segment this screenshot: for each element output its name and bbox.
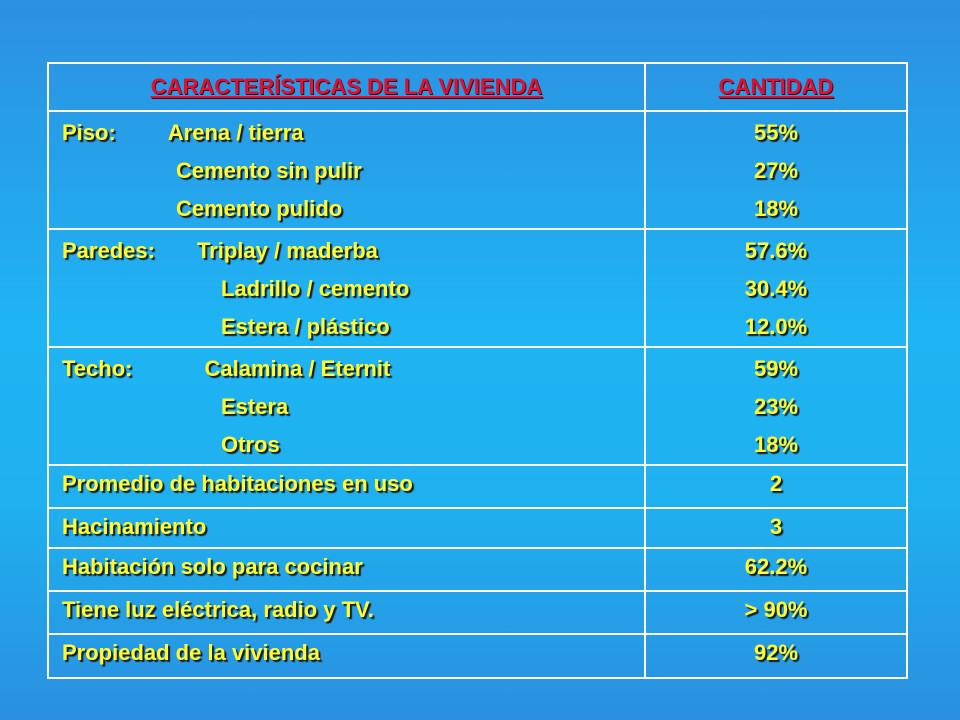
item-techo-1: Calamina / Eternit xyxy=(204,356,391,381)
value-techo-1: 59% xyxy=(753,356,799,381)
cell-piso-label: Piso: Arena / tierra Cemento sin pulir Ce… xyxy=(47,110,646,230)
cell-paredes-values: 57.6% 30.4% 12.0% xyxy=(644,228,908,348)
cell-servicios-value: > 90% xyxy=(644,590,908,635)
item-piso-3: Cemento pulido xyxy=(176,196,343,221)
item-paredes-3: Estera / plástico xyxy=(221,314,390,339)
category-techo: Techo: xyxy=(62,356,133,381)
item-techo-2: Estera xyxy=(221,394,289,419)
item-techo-3: Otros xyxy=(221,432,280,457)
item-paredes-2: Ladrillo / cemento xyxy=(221,276,410,301)
value-paredes-3: 12.0% xyxy=(744,314,808,339)
category-paredes: Paredes: xyxy=(62,238,155,263)
header-quantity: CANTIDAD xyxy=(644,62,908,112)
value-paredes-1: 57.6% xyxy=(744,238,808,263)
cell-cocina-label: Habitación solo para cocinar xyxy=(47,547,646,592)
cell-propiedad-label: Propiedad de la vivienda xyxy=(47,633,646,679)
value-paredes-2: 30.4% xyxy=(744,276,808,301)
item-piso-2: Cemento sin pulir xyxy=(176,158,362,183)
table-row-servicios: Tiene luz eléctrica, radio y TV. > 90% xyxy=(47,590,908,635)
header-characteristics: CARACTERÍSTICAS DE LA VIVIENDA xyxy=(47,62,646,112)
category-piso: Piso: xyxy=(62,120,116,145)
value-techo-2: 23% xyxy=(753,394,799,419)
table-row-habitaciones: Promedio de habitaciones en uso 2 xyxy=(47,464,908,509)
cell-cocina-value: 62.2% xyxy=(644,547,908,592)
cell-hacinamiento-label: Hacinamiento xyxy=(47,507,646,549)
table-row-techo: Techo: Calamina / Eternit Estera Otros 59… xyxy=(47,346,908,466)
table-row-cocina: Habitación solo para cocinar 62.2% xyxy=(47,547,908,592)
cell-piso-values: 55% 27% 18% xyxy=(644,110,908,230)
value-piso-2: 27% xyxy=(753,158,799,183)
cell-paredes-label: Paredes: Triplay / maderba Ladrillo / cem… xyxy=(47,228,646,348)
item-piso-1: Arena / tierra xyxy=(167,120,304,145)
item-paredes-1: Triplay / maderba xyxy=(196,238,378,263)
cell-habitaciones-value: 2 xyxy=(644,464,908,509)
value-piso-3: 18% xyxy=(753,196,799,221)
table-row-piso: Piso: Arena / tierra Cemento sin pulir Ce… xyxy=(47,110,908,230)
table-row-hacinamiento: Hacinamiento 3 xyxy=(47,507,908,549)
cell-hacinamiento-value: 3 xyxy=(644,507,908,549)
table-row-propiedad: Propiedad de la vivienda 92% xyxy=(47,633,908,679)
housing-characteristics-table: CARACTERÍSTICAS DE LA VIVIENDA CANTIDAD … xyxy=(47,62,908,679)
cell-techo-label: Techo: Calamina / Eternit Estera Otros xyxy=(47,346,646,466)
value-piso-1: 55% xyxy=(753,120,799,145)
cell-servicios-label: Tiene luz eléctrica, radio y TV. xyxy=(47,590,646,635)
cell-techo-values: 59% 23% 18% xyxy=(644,346,908,466)
cell-propiedad-value: 92% xyxy=(644,633,908,679)
value-techo-3: 18% xyxy=(753,432,799,457)
table-row-paredes: Paredes: Triplay / maderba Ladrillo / cem… xyxy=(47,228,908,348)
cell-habitaciones-label: Promedio de habitaciones en uso xyxy=(47,464,646,509)
table-header-row: CARACTERÍSTICAS DE LA VIVIENDA CANTIDAD xyxy=(47,62,908,112)
